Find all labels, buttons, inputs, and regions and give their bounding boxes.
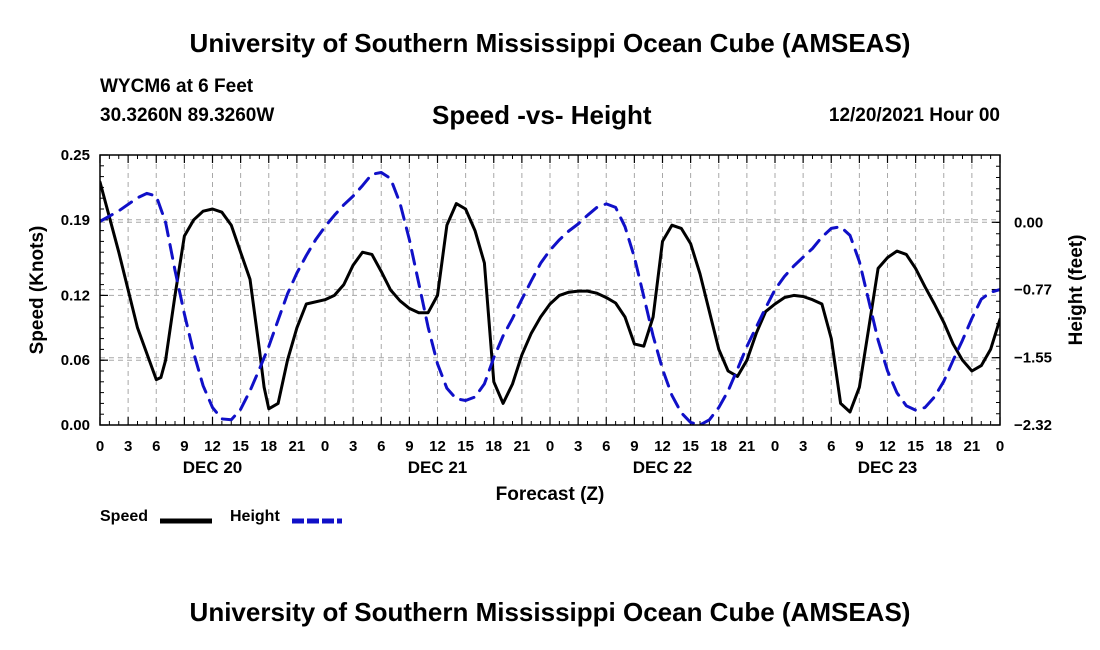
x-axis-label: Forecast (Z) [496, 484, 605, 505]
speed-series-line [100, 180, 1000, 414]
y2-axis-label: Height (feet) [1066, 235, 1087, 346]
x-tick-label: 0 [996, 438, 1004, 455]
y-tick-label: 0.12 [61, 287, 90, 304]
x-tick-label: 18 [710, 438, 727, 455]
x-tick-label: 3 [574, 438, 582, 455]
x-tick-label: 9 [180, 438, 188, 455]
height-series-line [100, 171, 1000, 425]
x-tick-label: 12 [429, 438, 446, 455]
x-tick-label: 6 [377, 438, 385, 455]
x-tick-label: 15 [907, 438, 924, 455]
legend-speed-label: Speed [100, 508, 149, 525]
x-tick-label: 18 [260, 438, 277, 455]
chart-subtitle: Speed -vs- Height [432, 100, 652, 130]
x-tick-label: 15 [232, 438, 249, 455]
x-tick-label: 15 [682, 438, 699, 455]
chart-title: University of Southern Mississippi Ocean… [189, 28, 911, 58]
x-tick-label: 3 [799, 438, 807, 455]
x-tick-label: 15 [457, 438, 474, 455]
day-label: DEC 20 [183, 458, 243, 477]
y2-tick-label: −2.32 [1014, 417, 1052, 434]
y2-tick-label: −1.55 [1014, 350, 1052, 367]
coordinates-label: 30.3260N 89.3260W [100, 105, 275, 126]
x-tick-label: 12 [204, 438, 221, 455]
x-tick-label: 6 [602, 438, 610, 455]
y-tick-label: 0.25 [61, 147, 90, 164]
x-tick-label: 6 [152, 438, 160, 455]
legend-height-label: Height [230, 508, 280, 525]
plot-frame [99, 154, 1001, 426]
x-tick-label: 0 [321, 438, 329, 455]
x-tick-label: 21 [739, 438, 756, 455]
x-tick-label: 18 [935, 438, 952, 455]
day-label: DEC 22 [633, 458, 693, 477]
y-axis-label: Speed (Knots) [27, 226, 48, 355]
x-tick-label: 9 [855, 438, 863, 455]
station-label: WYCM6 at 6 Feet [100, 76, 254, 97]
x-tick-label: 9 [405, 438, 413, 455]
x-tick-label: 6 [827, 438, 835, 455]
y2-tick-label: −0.77 [1014, 282, 1052, 299]
x-tick-label: 12 [879, 438, 896, 455]
x-tick-label: 3 [124, 438, 132, 455]
x-tick-label: 12 [654, 438, 671, 455]
x-tick-label: 3 [349, 438, 357, 455]
footer-title: University of Southern Mississippi Ocean… [189, 597, 911, 627]
x-tick-label: 9 [630, 438, 638, 455]
x-tick-label: 0 [771, 438, 779, 455]
x-tick-label: 21 [289, 438, 306, 455]
x-tick-label: 21 [514, 438, 531, 455]
y-tick-label: 0.06 [61, 352, 90, 369]
day-label: DEC 21 [408, 458, 468, 477]
x-tick-label: 0 [96, 438, 104, 455]
y2-tick-label: 0.00 [1014, 214, 1043, 231]
day-label: DEC 23 [858, 458, 918, 477]
x-tick-label: 21 [964, 438, 981, 455]
x-tick-label: 0 [546, 438, 554, 455]
x-tick-label: 18 [485, 438, 502, 455]
y-tick-label: 0.19 [61, 212, 90, 229]
y-tick-label: 0.00 [61, 417, 90, 434]
forecast-datetime: 12/20/2021 Hour 00 [828, 105, 1000, 126]
